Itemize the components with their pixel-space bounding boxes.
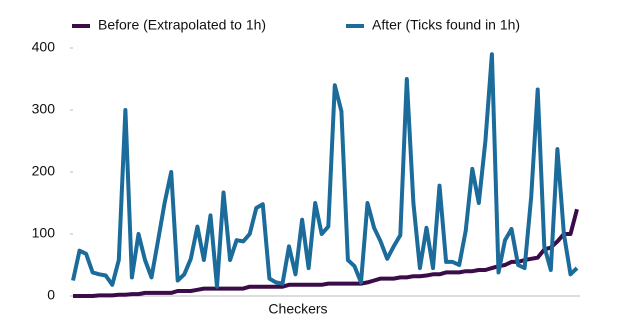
y-tick-label: 300 — [32, 101, 56, 117]
y-tick-label: 200 — [32, 163, 56, 179]
x-axis-label: Checkers — [268, 301, 327, 317]
legend-label: After (Ticks found in 1h) — [372, 17, 520, 33]
y-tick-label: 0 — [47, 287, 55, 303]
y-tick-label: 100 — [32, 225, 56, 241]
legend-label: Before (Extrapolated to 1h) — [98, 17, 266, 33]
y-tick-label: 400 — [32, 39, 56, 55]
series-line — [73, 208, 579, 298]
series-line — [71, 52, 579, 289]
